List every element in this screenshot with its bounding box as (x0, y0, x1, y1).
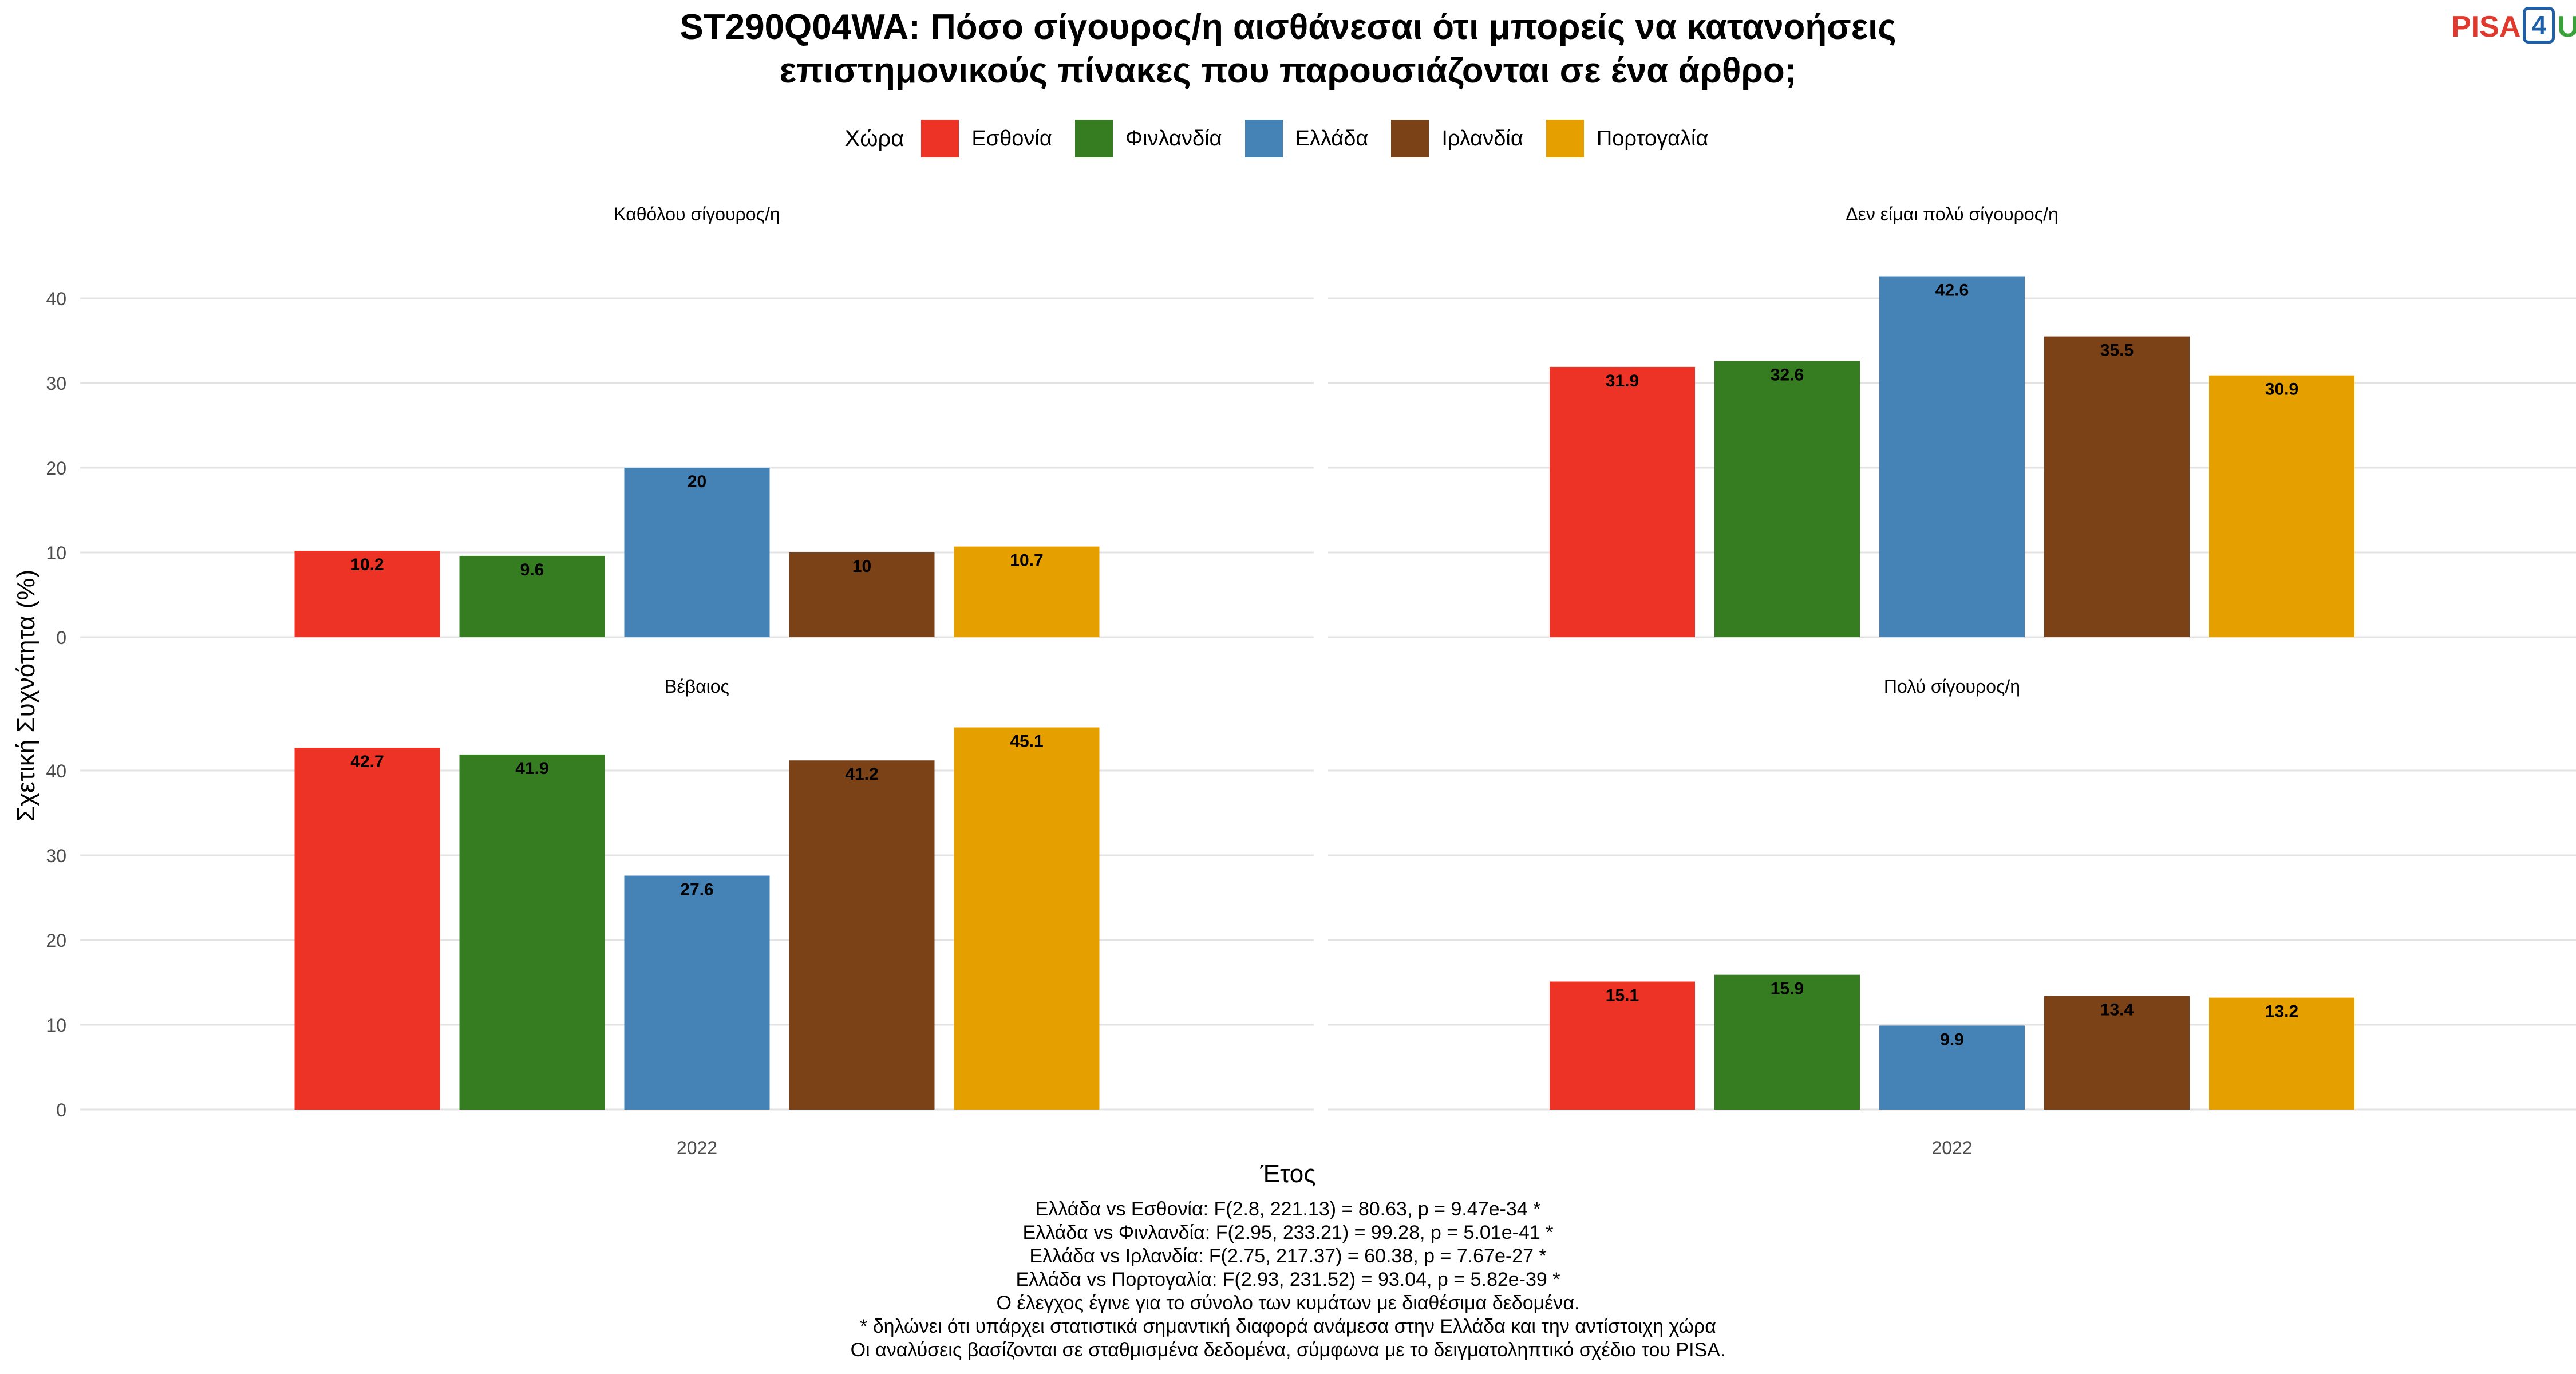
y-tick-label: 20 (46, 458, 66, 479)
bar-ireland (2044, 336, 2190, 637)
bar-finland (459, 555, 605, 637)
bar-estonia (1550, 366, 1695, 637)
bar-portugal (954, 546, 1100, 637)
footnote-line: Οι αναλύσεις βασίζονται σε σταθμισμένα δ… (850, 1339, 1726, 1361)
chart-title-line-2: επιστημονικούς πίνακες που παρουσιάζοντα… (779, 51, 1797, 90)
footnote-line: * δηλώνει ότι υπάρχει στατιστικά σημαντι… (860, 1316, 1716, 1337)
facet-title: Καθόλου σίγουρος/η (614, 204, 780, 224)
bar-ireland (789, 760, 935, 1110)
bar-greece (1879, 276, 2025, 637)
legend-swatch-greece (1244, 120, 1283, 157)
y-tick-label: 40 (46, 761, 66, 781)
legend-item-portugal: Πορτογαλία (1546, 120, 1709, 157)
legend-label-portugal: Πορτογαλία (1596, 126, 1709, 151)
data-label-estonia: 31.9 (1606, 372, 1639, 390)
x-axis-label: Έτος (1260, 1160, 1316, 1188)
bar-ireland (789, 552, 935, 637)
bar-ireland (2044, 996, 2190, 1110)
data-label-portugal: 10.7 (1010, 551, 1043, 570)
bar-greece (624, 468, 770, 637)
data-label-ireland: 35.5 (2100, 341, 2134, 360)
x-tick-label: 2022 (1931, 1138, 1972, 1158)
data-label-ireland: 10 (852, 557, 871, 576)
footnote-line: Ελλάδα vs Φινλανδία: F(2.95, 233.21) = 9… (1022, 1222, 1554, 1243)
facet-title: Δεν είμαι πολύ σίγουρος/η (1846, 204, 2059, 224)
legend-item-finland: Φινλανδία (1074, 120, 1222, 157)
data-label-estonia: 15.1 (1606, 986, 1639, 1005)
logo-text-pisa: PISA (2451, 10, 2521, 44)
y-tick-label: 0 (56, 627, 66, 648)
chart-title-line-1: ST290Q04WA: Πόσο σίγουρος/η αισθάνεσαι ό… (679, 7, 1897, 47)
bar-greece (624, 875, 770, 1110)
footnotes: Ελλάδα vs Εσθονία: F(2.8, 221.13) = 80.6… (0, 1198, 2576, 1362)
x-tick-label: 2022 (677, 1138, 717, 1158)
data-label-portugal: 45.1 (1010, 732, 1043, 751)
legend-label-estonia: Εσθονία (971, 126, 1052, 151)
data-label-portugal: 13.2 (2265, 1002, 2298, 1021)
y-tick-label: 20 (46, 930, 66, 951)
bar-greece (1879, 1025, 2025, 1110)
facet-panel-not-very-sure: Δεν είμαι πολύ σίγουρος/η 31.9 32.6 42.6 35.… (1328, 204, 2576, 638)
data-label-ireland: 13.4 (2100, 1001, 2134, 1020)
legend-label-finland: Φινλανδία (1125, 126, 1222, 151)
facet-title: Βέβαιος (665, 676, 729, 697)
bar-finland (1714, 361, 1860, 637)
legend-swatch-estonia (921, 120, 959, 157)
legend-item-greece: Ελλάδα (1244, 120, 1369, 157)
data-label-greece: 9.9 (1940, 1030, 1964, 1049)
bar-finland (459, 754, 605, 1110)
y-tick-label: 0 (56, 1100, 66, 1120)
data-label-greece: 42.6 (1935, 281, 1969, 300)
data-label-finland: 32.6 (1771, 366, 1804, 385)
legend-item-ireland: Ιρλανδία (1391, 120, 1523, 157)
y-tick-label: 10 (46, 1015, 66, 1036)
data-label-finland: 41.9 (515, 759, 548, 778)
legend-title: Χώρα (844, 125, 904, 151)
legend-swatch-finland (1074, 120, 1113, 157)
bar-portugal (2209, 997, 2354, 1110)
facet-panel-very-sure: Πολύ σίγουρος/η 15.1 15.9 9.9 13.4 13.2 2022 (1328, 676, 2576, 1158)
facet-panel-not-at-all-sure: Καθόλου σίγουρος/η 0 10 20 30 40 10.2 9.6 20 10 10… (46, 204, 1314, 648)
y-tick-label: 30 (46, 846, 66, 866)
logo-text-u: U (2557, 10, 2576, 44)
data-label-ireland: 41.2 (845, 765, 878, 784)
facet-panel-sure: Βέβαιος 0 10 20 30 40 42.7 41.9 27.6 41.2 45.1 2022 (46, 676, 1314, 1158)
legend-swatch-ireland (1391, 120, 1429, 157)
y-tick-label: 40 (46, 289, 66, 309)
bar-portugal (2209, 375, 2354, 637)
logo-text-4: 4 (2523, 7, 2555, 44)
data-label-estonia: 42.7 (350, 752, 384, 771)
footnote-line: Ελλάδα vs Πορτογαλία: F(2.93, 231.52) = … (1016, 1269, 1560, 1290)
legend-item-estonia: Εσθονία (921, 120, 1052, 157)
bar-estonia (294, 551, 440, 637)
data-label-estonia: 10.2 (350, 555, 384, 574)
footnote-line: Ο έλεγχος έγινε για το σύνολο των κυμάτω… (996, 1292, 1580, 1314)
bar-finland (1714, 974, 1860, 1110)
bar-estonia (1550, 981, 1695, 1110)
y-tick-label: 10 (46, 543, 66, 563)
footnote-line: Ελλάδα vs Εσθονία: F(2.8, 221.13) = 80.6… (1035, 1198, 1541, 1220)
y-tick-label: 30 (46, 373, 66, 394)
data-label-greece: 27.6 (680, 881, 713, 899)
data-label-finland: 15.9 (1771, 980, 1804, 998)
footnote-line: Ελλάδα vs Ιρλανδία: F(2.75, 217.37) = 60… (1029, 1245, 1547, 1267)
y-axis-label: Σχετική Συχνότητα (%) (12, 569, 40, 822)
data-label-portugal: 30.9 (2265, 380, 2298, 399)
bar-portugal (954, 727, 1100, 1110)
facet-title: Πολύ σίγουρος/η (1884, 676, 2020, 697)
legend-swatch-portugal (1546, 120, 1584, 157)
data-label-greece: 20 (688, 472, 706, 491)
data-label-finland: 9.6 (520, 560, 544, 579)
legend-label-greece: Ελλάδα (1295, 126, 1369, 151)
legend: Χώρα Εσθονία Φινλανδία Ελλάδα Ιρλανδία Π… (0, 118, 2576, 159)
bar-estonia (294, 748, 440, 1110)
pisa4u-logo: PISA 4 U (2451, 7, 2576, 47)
chart-title: ST290Q04WA: Πόσο σίγουρος/η αισθάνεσαι ό… (0, 6, 2576, 93)
legend-label-ireland: Ιρλανδία (1441, 126, 1523, 151)
